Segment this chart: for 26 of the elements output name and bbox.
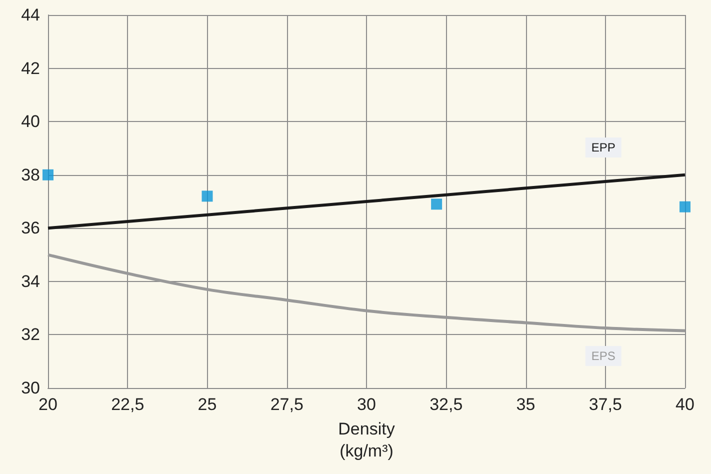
x-tick-label: 30 xyxy=(357,395,376,414)
x-axis-title: Density (kg/m³) xyxy=(338,420,396,460)
point xyxy=(680,201,690,212)
x-tick-label: 40 xyxy=(676,395,694,414)
y-tick-label: 42 xyxy=(21,58,40,78)
x-tick-label: 25 xyxy=(198,395,217,414)
point xyxy=(42,169,54,180)
x-tick-label: 32,5 xyxy=(430,395,463,414)
x-tick-label: 27,5 xyxy=(270,395,304,414)
y-tick-label: 38 xyxy=(21,165,40,184)
y-tick-label: 34 xyxy=(21,272,40,291)
text: EPP xyxy=(591,140,616,155)
x-tick-label: 35 xyxy=(516,395,536,414)
x-tick-label: 37,5 xyxy=(588,395,622,414)
x-tick-label: 20 xyxy=(38,395,58,414)
line-series xyxy=(46,253,686,332)
y-tick-label: 30 xyxy=(21,378,40,398)
y-tick-label: 36 xyxy=(21,218,40,238)
x-tick-label: 22,5 xyxy=(111,395,144,414)
point xyxy=(202,190,213,202)
line-series xyxy=(46,173,686,230)
y-tick-label: 44 xyxy=(21,6,40,24)
y-tick-label: 40 xyxy=(21,112,40,132)
y-tick-label: 32 xyxy=(21,325,40,344)
point xyxy=(431,198,442,210)
series-label: EPS xyxy=(591,349,616,364)
